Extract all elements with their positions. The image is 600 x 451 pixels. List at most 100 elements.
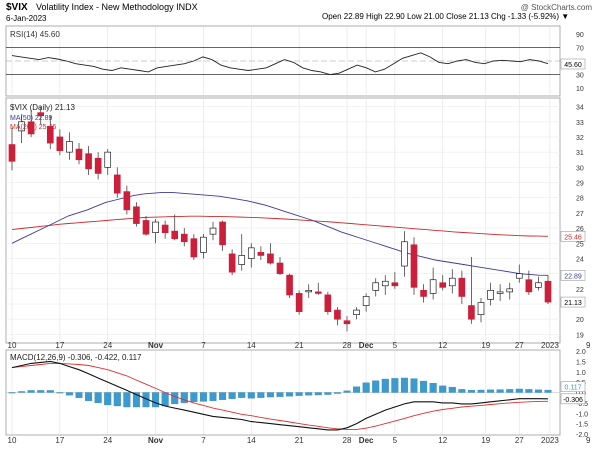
candle-body [401,241,408,267]
candle-body [410,244,418,288]
macd-hist-bar [477,389,485,393]
x-tick-label: Nov [148,436,164,445]
macd-hist-bar [525,389,533,393]
macd-hist-bar [448,386,456,393]
price-y-tick: 24 [576,256,584,263]
macd-hist-bar [113,392,121,407]
price-legend-title: $VIX (Daily) 21.13 [10,103,75,112]
macd-y-tick: 1.5 [576,359,586,366]
macd-hist-bar [439,385,447,393]
macd-hist-bar [333,392,341,394]
macd-hist-bar [228,392,236,399]
macd-hist-last-value-box [560,381,586,392]
candle-body [152,221,159,234]
candle-body [468,305,475,320]
x-tick-label: Nov [148,341,164,350]
candle-body [27,121,35,135]
macd-hist-bar [85,392,93,401]
candle-body [535,282,542,288]
candle-body [420,290,427,297]
price-y-tick: 27 [576,211,584,218]
rsi-grid [6,27,560,95]
candle-body [247,247,255,259]
x-tick-label: 21 [295,436,304,445]
candle-body [487,290,494,300]
macd-hist-bar [487,389,495,393]
macd-hist-bar [305,392,313,396]
macd-hist-bar [324,392,332,395]
price-frame [5,97,561,344]
macd-hist-bar [65,392,73,396]
price-y-tick: 29 [576,181,584,188]
macd-hist-bar [276,392,284,397]
candle-body [257,252,265,256]
close-last-value-box [560,296,586,308]
x-tick-label: 7 [201,341,206,350]
price-y-tick: 22 [576,287,584,294]
x-tick-label: 24 [103,436,112,445]
x-tick-label: 2023 [541,436,559,445]
candle-body [46,125,54,144]
ma200-legend: MA(200) 25.46 [10,124,56,131]
x-tick-label: 2023 [541,341,559,350]
rsi-last-value-box [560,58,586,70]
candle-body [295,293,303,312]
x-tick-label: 21 [295,341,304,350]
macd-hist-bar [56,392,64,394]
candle-body [381,280,389,287]
macd-hist-bar [400,377,408,393]
macd-y-tick: -1.0 [576,411,588,418]
candle-body [85,153,92,170]
rsi-last-value: 45.60 [564,62,582,69]
macd-hist-bar [372,380,380,393]
x-tick-label: 14 [247,341,256,350]
candle-body [200,236,207,253]
macd-line [11,360,549,431]
macd-hist-bar [266,392,274,398]
price-last-labels: 25.46 22.89 21.13 [560,231,586,308]
candle-body [66,141,73,153]
macd-signal-line [11,362,549,430]
x-tick-label: 28 [343,341,352,350]
candle-body [161,224,169,233]
rsi-y-tick: 90 [576,32,584,39]
price-y-tick: 33 [576,120,584,127]
candle-body [324,294,332,312]
rsi-y-ticks: 103050709045.60 [560,32,586,93]
macd-last-value: -0.306 [563,397,583,404]
chart-date: 6-Jan-2023 [6,14,47,23]
ma50-last-value-box [560,270,586,281]
x-tick-label: 28 [343,436,352,445]
macd-y-tick: -1.5 [576,422,588,429]
price-y-tick: 20 [576,317,584,324]
candle-body [515,273,523,279]
macd-hist-bar [27,390,35,393]
macd-histogram [8,377,552,408]
macd-hist-bar [467,390,475,393]
candle-body [104,151,112,168]
candle-body [448,277,456,287]
ma50-series [11,191,549,276]
macd-hist-bar [381,378,389,393]
rsi-y-tick: 10 [576,86,584,93]
candle-body [429,279,437,294]
x-tick-label: 19 [481,341,490,350]
price-y-tick: 25 [576,241,584,248]
price-y-tick: 31 [576,150,584,157]
macd-hist-bar [209,392,217,401]
candle-body [286,274,293,296]
candle-body [94,157,102,174]
x-tick-label: 12 [438,341,447,350]
macd-hist-bar [132,392,140,408]
x-tick-label: 24 [103,341,112,350]
macd-hist-bar [353,386,361,393]
macd-signal-series [11,362,549,430]
macd-last-value-box [560,393,586,405]
macd-hist-bar [496,389,504,393]
macd-panel: -2.0-1.5-1.0-0.50.00.51.01.52.0 0.117-0.… [5,349,588,439]
macd-y-tick: 2.0 [576,349,586,356]
macd-hist-bar [506,389,514,393]
price-legend: $VIX (Daily) 21.13 MA(50) 22.89 MA(200) … [10,103,75,131]
candle-body [238,255,246,265]
candle-body [477,302,485,316]
